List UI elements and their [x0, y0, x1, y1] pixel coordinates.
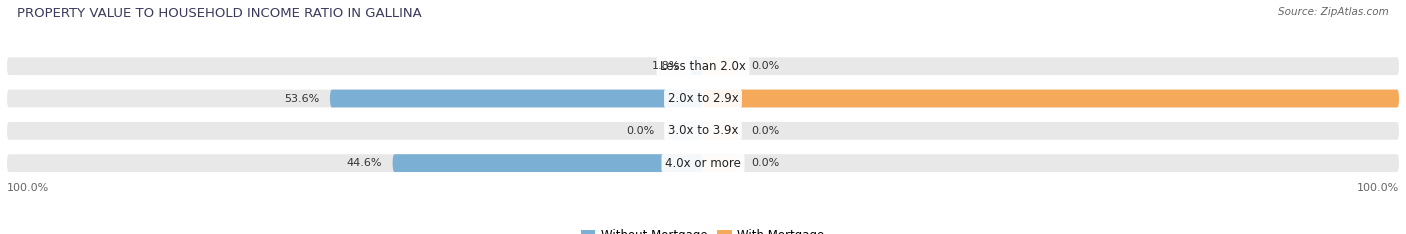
- FancyBboxPatch shape: [703, 90, 1399, 107]
- FancyBboxPatch shape: [7, 57, 1399, 75]
- FancyBboxPatch shape: [392, 154, 703, 172]
- Text: Source: ZipAtlas.com: Source: ZipAtlas.com: [1278, 7, 1389, 17]
- Text: 0.0%: 0.0%: [752, 126, 780, 136]
- Text: 1.8%: 1.8%: [651, 61, 681, 71]
- FancyBboxPatch shape: [703, 154, 738, 172]
- Legend: Without Mortgage, With Mortgage: Without Mortgage, With Mortgage: [576, 225, 830, 234]
- FancyBboxPatch shape: [668, 122, 703, 140]
- FancyBboxPatch shape: [7, 90, 1399, 107]
- Text: 44.6%: 44.6%: [347, 158, 382, 168]
- FancyBboxPatch shape: [703, 122, 738, 140]
- Text: 53.6%: 53.6%: [284, 94, 319, 103]
- FancyBboxPatch shape: [330, 90, 703, 107]
- FancyBboxPatch shape: [7, 154, 1399, 172]
- FancyBboxPatch shape: [690, 57, 703, 75]
- Text: 100.0%: 100.0%: [7, 183, 49, 193]
- Text: 100.0%: 100.0%: [1357, 183, 1399, 193]
- Text: Less than 2.0x: Less than 2.0x: [659, 60, 747, 73]
- Text: 0.0%: 0.0%: [752, 158, 780, 168]
- Text: 2.0x to 2.9x: 2.0x to 2.9x: [668, 92, 738, 105]
- Text: 0.0%: 0.0%: [626, 126, 654, 136]
- Text: 3.0x to 3.9x: 3.0x to 3.9x: [668, 124, 738, 137]
- Text: 0.0%: 0.0%: [752, 61, 780, 71]
- FancyBboxPatch shape: [7, 122, 1399, 140]
- Text: PROPERTY VALUE TO HOUSEHOLD INCOME RATIO IN GALLINA: PROPERTY VALUE TO HOUSEHOLD INCOME RATIO…: [17, 7, 422, 20]
- FancyBboxPatch shape: [703, 57, 738, 75]
- Text: 4.0x or more: 4.0x or more: [665, 157, 741, 170]
